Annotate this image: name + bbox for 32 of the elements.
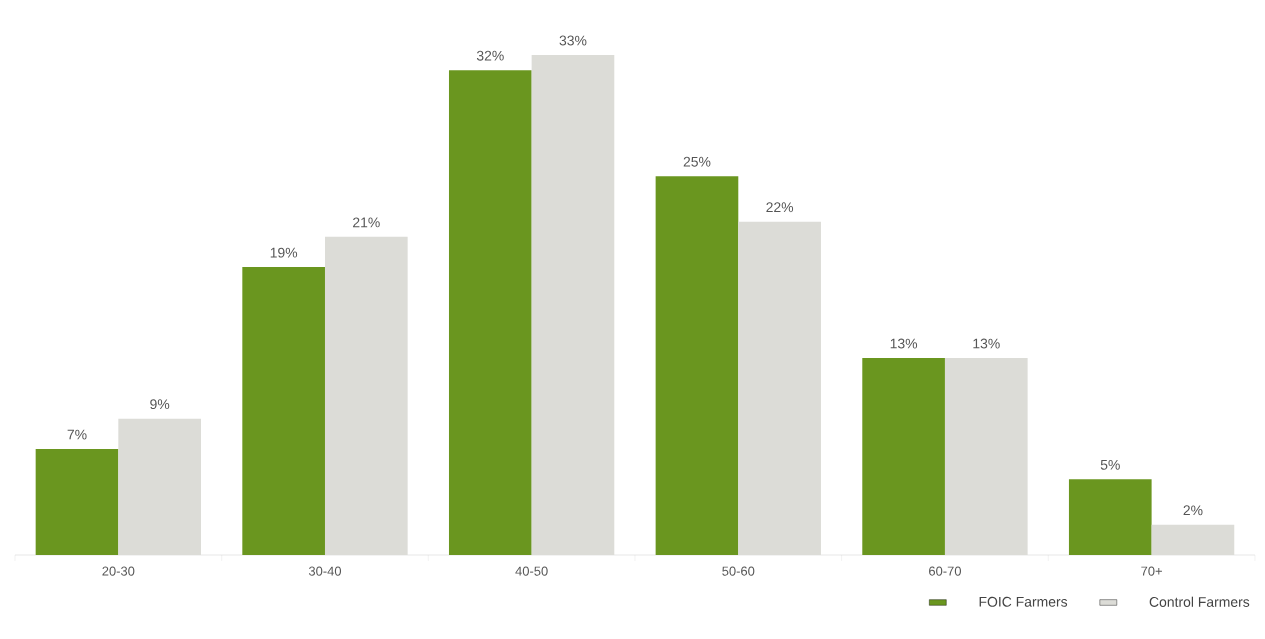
legend-label: FOIC Farmers (979, 596, 1068, 607)
data-label: 7% (67, 429, 87, 440)
bar (118, 418, 201, 555)
data-label: 32% (476, 50, 504, 61)
data-label: 21% (353, 217, 380, 228)
data-label: 13% (973, 338, 1000, 349)
x-tick-label: 40-50 (515, 566, 548, 576)
data-label: 13% (890, 338, 918, 349)
data-label: 25% (683, 156, 711, 167)
x-tick-label: 30-40 (308, 566, 342, 576)
x-tick-label: 60-70 (929, 566, 962, 576)
bar (655, 176, 739, 555)
bar (862, 358, 945, 555)
data-label: 2% (1183, 505, 1203, 516)
x-tick-label: 70+ (1141, 566, 1162, 576)
bar (1068, 479, 1152, 555)
data-label: 5% (1100, 459, 1120, 470)
data-label: 33% (559, 35, 587, 46)
x-tick-label: 50-60 (722, 566, 755, 576)
bar (944, 358, 1028, 555)
bar (242, 267, 325, 555)
legend-label: Control Farmers (1149, 596, 1250, 607)
bar (738, 221, 821, 555)
bar (531, 55, 615, 555)
data-label: 22% (766, 202, 794, 213)
x-tick-label: 20-30 (102, 566, 135, 576)
bar (35, 448, 119, 555)
bar (324, 236, 408, 555)
data-label: 9% (150, 399, 170, 410)
data-label: 19% (270, 247, 298, 258)
bar (448, 70, 532, 555)
bar (1151, 524, 1235, 555)
